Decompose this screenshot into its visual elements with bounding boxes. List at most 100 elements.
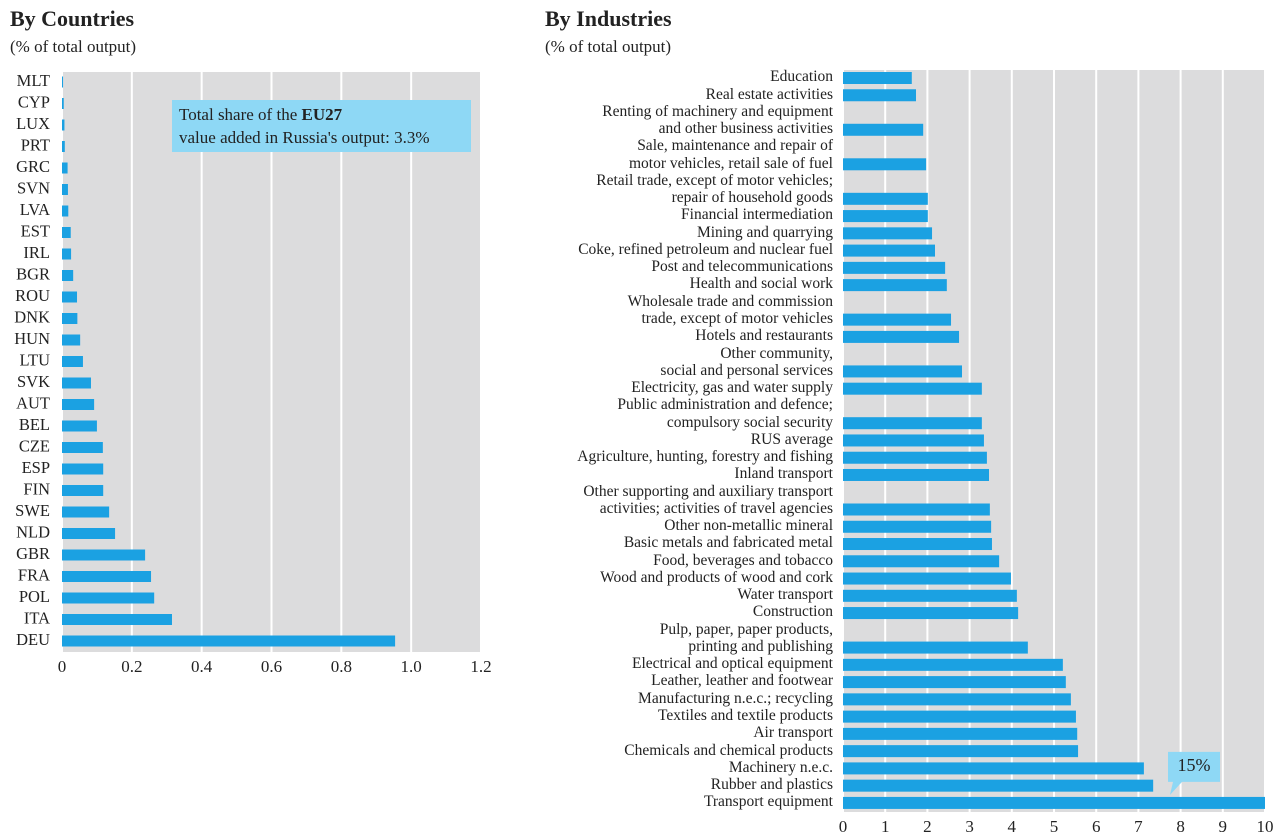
y-tick-label: LTU: [19, 350, 50, 369]
y-tick-label: GRC: [16, 157, 50, 176]
y-tick-label: BEL: [19, 415, 50, 434]
bar: [62, 227, 71, 238]
annotation-text: value added in Russia's output: 3.3%: [179, 128, 429, 147]
value-label: 15%: [1178, 755, 1211, 775]
x-tick-label: 0.6: [261, 657, 282, 676]
bar: [843, 555, 1000, 568]
y-tick-label: Other community, social and personal ser…: [660, 344, 833, 379]
bar: [62, 528, 116, 539]
bar: [62, 141, 65, 152]
y-tick-label: DEU: [16, 630, 50, 649]
y-tick-label: LVA: [20, 200, 50, 219]
y-tick-label: CYP: [18, 92, 50, 111]
annotation-part: Total share of the: [179, 105, 302, 124]
bar: [62, 485, 104, 496]
y-tick-label: ESP: [22, 458, 50, 477]
bars: [62, 76, 396, 647]
y-tick-label: Air transport: [753, 724, 833, 742]
bar: [62, 592, 155, 604]
bar: [62, 205, 69, 217]
bar: [843, 676, 1066, 689]
chart-subtitle: (% of total output): [10, 37, 136, 56]
annotation-box: [172, 100, 471, 152]
y-tick-label: Agriculture, hunting, forestry and fishi…: [577, 448, 833, 466]
bar: [843, 779, 1154, 792]
x-tick-label: 1.0: [401, 657, 422, 676]
bar: [843, 330, 960, 343]
y-tick-label: Financial intermediation: [681, 206, 833, 224]
bar: [843, 210, 928, 223]
bar: [843, 417, 982, 430]
y-tick-label: Basic metals and fabricated metal: [623, 534, 833, 552]
bar: [843, 503, 990, 516]
chart-title: By Industries: [545, 6, 672, 31]
annotation-bold: EU27: [302, 105, 343, 124]
y-tick-label: Electrical and optical equipment: [632, 655, 833, 673]
y-tick-label: Transport equipment: [703, 793, 833, 811]
x-tick-label: 5: [1050, 817, 1059, 836]
bar: [62, 571, 152, 582]
bar: [843, 762, 1144, 775]
y-tick-label: Rubber and plastics: [710, 776, 833, 794]
x-tick-label: 10: [1257, 817, 1274, 836]
bar: [843, 589, 1017, 602]
bar: [62, 248, 72, 260]
y-tick-label: RUS average: [750, 430, 833, 448]
y-tick-label: Other supporting and auxiliary transport…: [583, 482, 833, 517]
bar: [843, 451, 987, 464]
bar: [62, 399, 95, 410]
bar: [62, 98, 64, 109]
y-tick-label: Retail trade, except of motor vehicles; …: [596, 171, 833, 207]
y-tick-label: SVN: [17, 178, 50, 197]
bar: [843, 468, 990, 481]
bar: [843, 158, 927, 171]
bar: [62, 119, 65, 131]
x-tick-label: 1.2: [470, 657, 491, 676]
y-tick-label: Machinery n.e.c.: [728, 758, 833, 776]
y-tick-label: FIN: [23, 479, 50, 498]
bar: [62, 313, 78, 324]
y-tick-label: Wood and products of wood and cork: [600, 568, 833, 586]
bar: [62, 463, 104, 475]
y-tick-label: SVK: [17, 372, 50, 391]
bar: [843, 693, 1071, 706]
bar: [62, 270, 74, 281]
chart-subtitle: (% of total output): [545, 37, 671, 56]
bars: [843, 72, 1265, 809]
x-tick-label: 0: [58, 657, 67, 676]
y-tick-label: Electricity, gas and water supply: [631, 379, 833, 397]
y-tick-label: Coke, refined petroleum and nuclear fuel: [578, 240, 833, 258]
y-tick-label: GBR: [16, 544, 50, 563]
y-tick-label: BGR: [16, 264, 50, 283]
y-tick-label: Water transport: [737, 586, 833, 604]
x-tick-label: 9: [1219, 817, 1228, 836]
y-tick-label: Chemicals and chemical products: [624, 741, 833, 759]
x-tick-label: 1: [881, 817, 890, 836]
y-tick-label: ROU: [15, 286, 50, 305]
y-tick-label: AUT: [16, 393, 50, 412]
bar: [843, 434, 984, 447]
callout: [1168, 751, 1220, 795]
bar: [843, 89, 917, 102]
y-tick-label: Wholesale trade and commission trade, ex…: [627, 292, 833, 328]
bar: [62, 549, 146, 561]
bar: [62, 184, 68, 195]
bar: [843, 538, 992, 551]
bar: [62, 614, 172, 625]
bar: [843, 123, 924, 136]
y-tick-label: Manufacturing n.e.c.; recycling: [638, 689, 833, 707]
y-tick-label: Renting of machinery and equipment and o…: [602, 102, 833, 138]
x-tick-label: 2: [923, 817, 932, 836]
bar: [843, 520, 992, 533]
y-tick-label: FRA: [18, 565, 50, 584]
bar: [62, 291, 78, 303]
y-tick-label: Health and social work: [689, 275, 833, 293]
bar: [62, 334, 81, 346]
bar: [62, 76, 64, 88]
x-tick-label: 0.8: [331, 657, 352, 676]
bar: [843, 572, 1011, 585]
bar: [843, 279, 947, 292]
bar: [62, 420, 97, 432]
bar: [843, 382, 982, 395]
